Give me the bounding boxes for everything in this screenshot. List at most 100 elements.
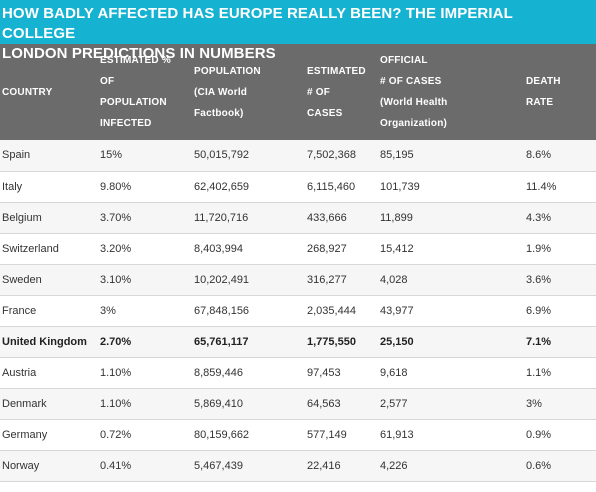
cell-official-cases: 61,913 bbox=[380, 428, 414, 441]
cell-death-rate: 0.6% bbox=[526, 459, 552, 472]
cell-population: 50,015,792 bbox=[194, 149, 250, 162]
cell-estimated-percent: 3.20% bbox=[100, 242, 132, 255]
cell-estimated-cases: 64,563 bbox=[307, 397, 341, 410]
cell-official-cases: 101,739 bbox=[380, 180, 420, 193]
cell-estimated-cases: 268,927 bbox=[307, 242, 347, 255]
header-estimated-cases-line: ESTIMATED bbox=[307, 65, 366, 77]
table-row: Austria 1.10% 8,859,446 97,453 9,618 1.1% bbox=[0, 357, 596, 388]
cell-country: Austria bbox=[2, 366, 37, 379]
cell-country: Italy bbox=[2, 180, 23, 193]
cell-country: France bbox=[2, 304, 37, 317]
cell-estimated-cases: 577,149 bbox=[307, 428, 347, 441]
table-row: Italy 9.80% 62,402,659 6,115,460 101,739 11.4… bbox=[0, 171, 596, 202]
header-estimated-percent-line: POPULATION bbox=[100, 97, 167, 108]
cell-official-cases: 25,150 bbox=[380, 335, 414, 348]
header-estimated-cases-line: # OF bbox=[307, 86, 331, 98]
table-row: Switzerland 3.20% 8,403,994 268,927 15,412 1.… bbox=[0, 233, 596, 264]
cell-estimated-cases: 6,115,460 bbox=[307, 180, 356, 193]
cell-population: 8,403,994 bbox=[194, 242, 243, 255]
cell-estimated-cases: 7,502,368 bbox=[307, 149, 356, 162]
header-estimated-cases: ESTIMATED # OF CASES bbox=[305, 44, 378, 140]
cell-estimated-cases: 97,453 bbox=[307, 366, 341, 379]
cell-official-cases: 85,195 bbox=[380, 149, 414, 162]
header-official-cases-line: # OF CASES bbox=[380, 76, 442, 87]
cell-official-cases: 9,618 bbox=[380, 366, 408, 379]
cell-death-rate: 1.9% bbox=[526, 242, 552, 255]
cell-estimated-cases: 433,666 bbox=[307, 211, 347, 224]
table-row: Spain 15% 50,015,792 7,502,368 85,195 8.6% bbox=[0, 140, 596, 171]
header-estimated-percent-line: ESTIMATED % bbox=[100, 55, 171, 66]
header-population-line: POPULATION bbox=[194, 65, 261, 77]
cell-estimated-cases: 1,775,550 bbox=[307, 335, 356, 348]
cell-death-rate: 3% bbox=[526, 397, 542, 410]
table-row: France 3% 67,848,156 2,035,444 43,977 6.9% bbox=[0, 295, 596, 326]
table-header: COUNTRY ESTIMATED % OF POPULATION INFECTED … bbox=[0, 44, 596, 140]
cell-country: Germany bbox=[2, 428, 48, 441]
cell-estimated-cases: 22,416 bbox=[307, 459, 341, 472]
cell-country: Sweden bbox=[2, 273, 42, 286]
header-row: COUNTRY ESTIMATED % OF POPULATION INFECTED … bbox=[0, 44, 596, 140]
header-population-line: (CIA World bbox=[194, 86, 248, 98]
cell-official-cases: 15,412 bbox=[380, 242, 414, 255]
data-table: COUNTRY ESTIMATED % OF POPULATION INFECTED … bbox=[0, 44, 596, 482]
header-official-cases-line: (World Health bbox=[380, 97, 448, 108]
cell-estimated-percent: 0.72% bbox=[100, 428, 132, 441]
header-country: COUNTRY bbox=[0, 44, 98, 140]
header-country-line: COUNTRY bbox=[2, 86, 53, 98]
cell-estimated-percent: 3% bbox=[100, 304, 116, 317]
cell-official-cases: 2,577 bbox=[380, 397, 408, 410]
cell-official-cases: 11,899 bbox=[380, 211, 413, 224]
cell-death-rate: 4.3% bbox=[526, 211, 552, 224]
table-title: HOW BADLY AFFECTED HAS EUROPE REALLY BEE… bbox=[0, 0, 596, 62]
table-row: Denmark 1.10% 5,869,410 64,563 2,577 3% bbox=[0, 388, 596, 419]
cell-population: 5,869,410 bbox=[194, 397, 243, 410]
cell-estimated-percent: 3.70% bbox=[100, 211, 132, 224]
table-row: Norway 0.41% 5,467,439 22,416 4,226 0.6% bbox=[0, 450, 596, 481]
cell-death-rate: 3.6% bbox=[526, 273, 552, 286]
cell-death-rate: 1.1% bbox=[526, 366, 552, 379]
cell-death-rate: 6.9% bbox=[526, 304, 552, 317]
cell-country: Switzerland bbox=[2, 242, 59, 255]
cell-official-cases: 43,977 bbox=[380, 304, 414, 317]
cell-country: Spain bbox=[2, 149, 31, 162]
cell-population: 80,159,662 bbox=[194, 428, 250, 441]
cell-estimated-cases: 316,277 bbox=[307, 273, 347, 286]
table-row: United Kingdom 2.70% 65,761,117 1,775,550 25… bbox=[0, 326, 596, 357]
header-estimated-cases-line: CASES bbox=[307, 107, 343, 119]
cell-estimated-cases: 2,035,444 bbox=[307, 304, 356, 317]
cell-population: 11,720,716 bbox=[194, 211, 249, 224]
table-title-line-1: HOW BADLY AFFECTED HAS EUROPE REALLY BEE… bbox=[2, 5, 513, 42]
cell-estimated-percent: 1.10% bbox=[100, 366, 132, 379]
header-death-rate-line: DEATH bbox=[526, 76, 561, 87]
cell-population: 65,761,117 bbox=[194, 335, 249, 348]
cell-country: Norway bbox=[2, 459, 40, 472]
header-population: POPULATION (CIA World Factbook) bbox=[192, 44, 305, 140]
cell-population: 8,859,446 bbox=[194, 366, 243, 379]
header-official-cases-line: Organization) bbox=[380, 118, 448, 129]
header-estimated-percent: ESTIMATED % OF POPULATION INFECTED bbox=[98, 44, 192, 140]
header-estimated-percent-line: OF bbox=[100, 76, 115, 87]
table-title-line-2: LONDON PREDICTIONS IN NUMBERS bbox=[2, 45, 276, 62]
cell-population: 10,202,491 bbox=[194, 273, 250, 286]
cell-population: 62,402,659 bbox=[194, 180, 250, 193]
cell-official-cases: 4,226 bbox=[380, 459, 408, 472]
table-body: Spain 15% 50,015,792 7,502,368 85,195 8.6% Ita… bbox=[0, 140, 596, 481]
cell-population: 67,848,156 bbox=[194, 304, 250, 317]
cell-official-cases: 4,028 bbox=[380, 273, 408, 286]
cell-population: 5,467,439 bbox=[194, 459, 243, 472]
cell-country: United Kingdom bbox=[2, 335, 87, 348]
cell-death-rate: 0.9% bbox=[526, 428, 552, 441]
cell-country: Belgium bbox=[2, 211, 42, 224]
header-population-line: Factbook) bbox=[194, 107, 244, 119]
cell-estimated-percent: 1.10% bbox=[100, 397, 132, 410]
table-row: Belgium 3.70% 11,720,716 433,666 11,899 4.3% bbox=[0, 202, 596, 233]
header-official-cases-line: OFFICIAL bbox=[380, 55, 428, 66]
header-official-cases: OFFICIAL # OF CASES (World Health Organizat… bbox=[378, 44, 522, 140]
header-death-rate-line: RATE bbox=[526, 97, 554, 108]
header-estimated-percent-line: INFECTED bbox=[100, 118, 152, 129]
cell-death-rate: 8.6% bbox=[526, 149, 552, 162]
table-row: Sweden 3.10% 10,202,491 316,277 4,028 3.6% bbox=[0, 264, 596, 295]
cell-estimated-percent: 2.70% bbox=[100, 335, 132, 348]
table-row: Germany 0.72% 80,159,662 577,149 61,913 0.9% bbox=[0, 419, 596, 450]
cell-death-rate: 11.4% bbox=[526, 180, 557, 193]
